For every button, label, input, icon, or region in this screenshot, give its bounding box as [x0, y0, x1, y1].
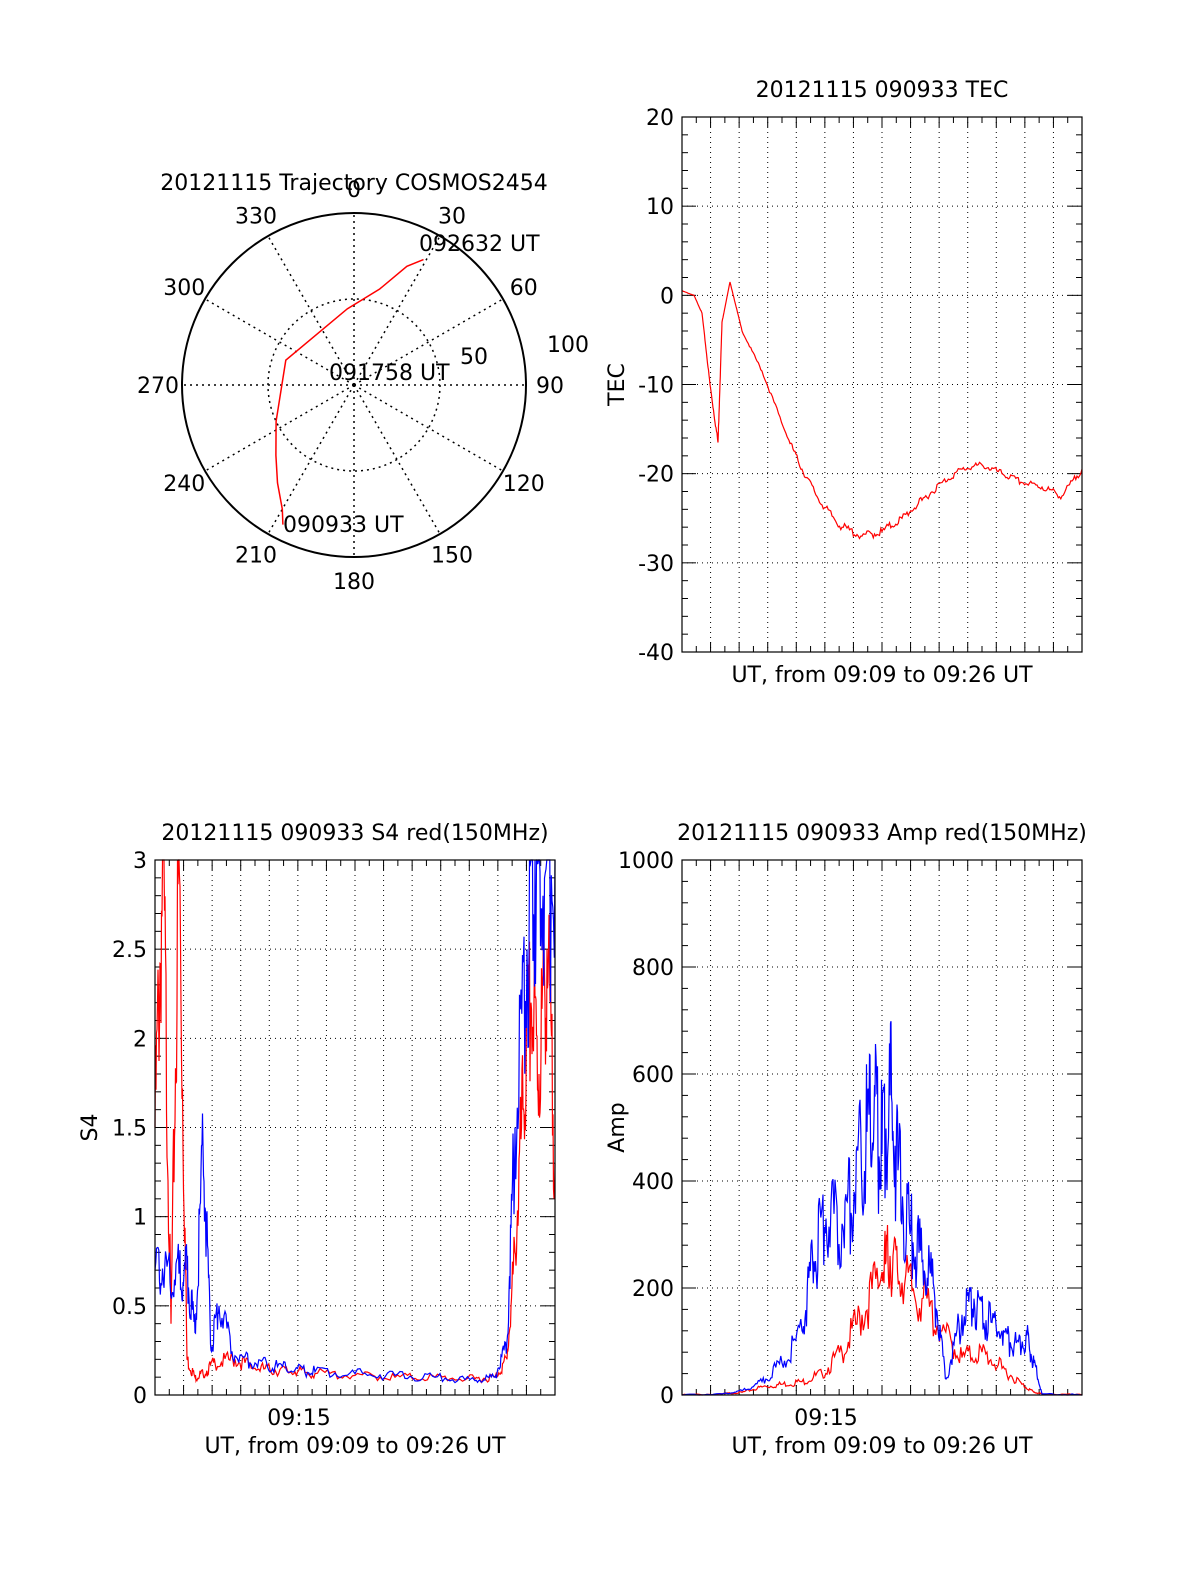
chart-title: 20121115 090933 Amp red(150MHz): [677, 821, 1087, 846]
angle-label: 30: [438, 204, 466, 229]
y-tick-label: -10: [638, 374, 674, 399]
angle-label: 60: [510, 276, 538, 301]
trajectory-start-label: 090933 UT: [283, 513, 404, 538]
angle-label: 90: [536, 374, 564, 399]
plot-frame: [154, 859, 556, 1396]
series-line: [154, 859, 556, 1384]
trajectory-mid-label: 091758 UT: [329, 361, 450, 386]
angle-label: 120: [503, 472, 545, 497]
x-axis-label: UT, from 09:09 to 09:26 UT: [731, 663, 1033, 688]
y-axis-label: TEC: [605, 363, 630, 407]
radius-label: 50: [460, 345, 488, 370]
radial-gridline: [267, 384, 355, 535]
radial-gridline: [353, 384, 504, 472]
angle-label: 270: [137, 374, 179, 399]
outer-ring: [181, 212, 527, 558]
tec-chart: 20121115 090933 TEC 20 10 0 -10 -20 -30 -40 UT, …: [605, 78, 1083, 688]
series-line: [681, 281, 1083, 540]
chart-title: 20121115 090933 TEC: [756, 78, 1009, 103]
y-tick-label: 0: [133, 1384, 147, 1409]
y-tick-label: 0: [660, 284, 674, 309]
series-line: [681, 1224, 1083, 1396]
amp-chart: 20121115 090933 Amp red(150MHz)1000 800 60…: [605, 821, 1087, 1459]
y-tick-label: 10: [646, 195, 674, 220]
series-line: [681, 1021, 1083, 1396]
radius-label: 100: [547, 333, 589, 358]
angle-label: 330: [235, 204, 277, 229]
y-tick-label: 1000: [618, 849, 674, 874]
y-axis-label: Amp: [605, 1102, 630, 1152]
y-tick-label: 1: [133, 1206, 147, 1231]
y-tick-label: 1.5: [112, 1117, 147, 1142]
radial-gridline: [353, 235, 441, 386]
y-tick-label: 400: [632, 1170, 674, 1195]
chart-title: 20121115 Trajectory COSMOS2454: [160, 171, 547, 196]
x-tick-label: 09:15: [267, 1406, 330, 1431]
y-tick-label: 600: [632, 1063, 674, 1088]
s4-chart: 20121115 090933 S4 red(150MHz) 3 2.5 2 1.5 1 0…: [78, 821, 556, 1459]
angle-label: 150: [431, 544, 473, 569]
y-tick-label: -30: [638, 552, 674, 577]
radial-gridline: [353, 298, 504, 386]
y-tick-label: 20: [646, 106, 674, 131]
angle-label: 240: [163, 472, 205, 497]
radial-gridline: [204, 384, 355, 472]
y-axis-label: S4: [78, 1114, 103, 1142]
y-tick-label: 2: [133, 1027, 147, 1052]
y-tick-label: 0: [660, 1384, 674, 1409]
radial-gridline: [204, 298, 355, 386]
chart-title: 20121115 090933 S4 red(150MHz): [161, 821, 548, 846]
angle-label: 210: [235, 544, 277, 569]
plot-frame: [681, 116, 1083, 653]
y-tick-label: 200: [632, 1277, 674, 1302]
series-line: [154, 859, 556, 1384]
y-tick-label: -40: [638, 641, 674, 666]
angle-label: 300: [163, 276, 205, 301]
x-axis-label: UT, from 09:09 to 09:26 UT: [731, 1434, 1033, 1459]
y-tick-label: 0.5: [112, 1295, 147, 1320]
trajectory-line: [275, 258, 424, 525]
y-tick-label: -20: [638, 463, 674, 488]
angle-label: 0: [347, 178, 361, 203]
y-tick-label: 3: [133, 849, 147, 874]
y-tick-label: 2.5: [112, 938, 147, 963]
y-tick-label: 800: [632, 956, 674, 981]
x-tick-label: 09:15: [794, 1406, 857, 1431]
radial-gridline: [353, 384, 441, 535]
trajectory-end-label: 092632 UT: [419, 232, 540, 257]
radial-gridline: [267, 235, 355, 386]
plot-frame: [681, 859, 1083, 1396]
x-axis-label: UT, from 09:09 to 09:26 UT: [204, 1434, 506, 1459]
angle-label: 180: [333, 570, 375, 595]
